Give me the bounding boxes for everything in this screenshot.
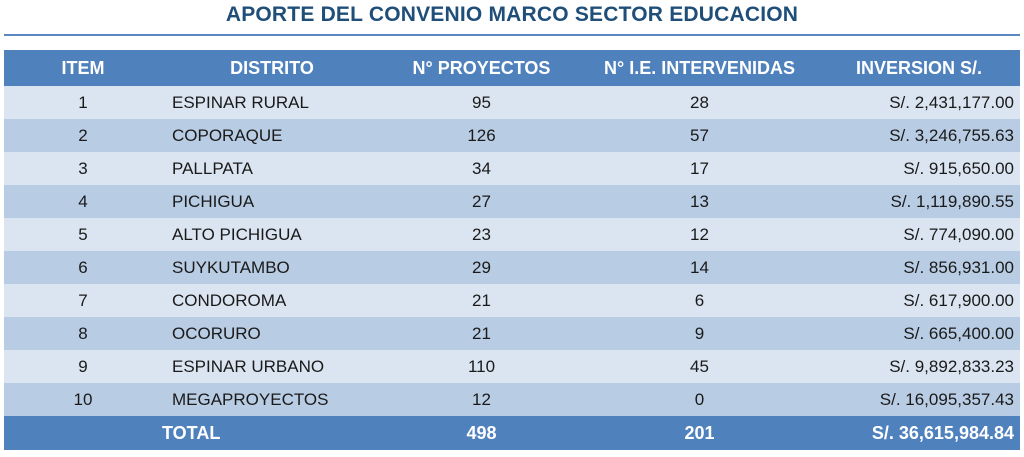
cell-proyectos: 21 [382,317,581,350]
cell-proyectos: 110 [382,350,581,383]
cell-ie: 17 [581,152,818,185]
cell-distrito: MEGAPROYECTOS [162,383,382,416]
table-row: 8 OCORURO 21 9 S/. 665,400.00 [4,317,1020,350]
table-row: 6 SUYKUTAMBO 29 14 S/. 856,931.00 [4,251,1020,284]
cell-proyectos: 95 [382,86,581,119]
cell-inversion: S/. 3,246,755.63 [818,119,1020,152]
cell-inversion: S/. 774,090.00 [818,218,1020,251]
cell-distrito: PALLPATA [162,152,382,185]
header-proyectos: N° PROYECTOS [382,50,581,86]
cell-ie: 45 [581,350,818,383]
education-investment-table: ITEM DISTRITO N° PROYECTOS N° I.E. INTER… [4,50,1020,450]
cell-ie: 6 [581,284,818,317]
cell-distrito: ESPINAR URBANO [162,350,382,383]
cell-ie: 14 [581,251,818,284]
cell-item: 9 [4,350,162,383]
cell-inversion: S/. 856,931.00 [818,251,1020,284]
table-row: 3 PALLPATA 34 17 S/. 915,650.00 [4,152,1020,185]
cell-inversion: S/. 2,431,177.00 [818,86,1020,119]
cell-distrito: ESPINAR RURAL [162,86,382,119]
cell-item: 10 [4,383,162,416]
table-row: 7 CONDOROMA 21 6 S/. 617,900.00 [4,284,1020,317]
cell-inversion: S/. 915,650.00 [818,152,1020,185]
cell-proyectos: 21 [382,284,581,317]
cell-proyectos: 34 [382,152,581,185]
table-row: 5 ALTO PICHIGUA 23 12 S/. 774,090.00 [4,218,1020,251]
cell-item: 5 [4,218,162,251]
cell-ie: 9 [581,317,818,350]
table-row: 2 COPORAQUE 126 57 S/. 3,246,755.63 [4,119,1020,152]
header-item: ITEM [4,50,162,86]
header-row: ITEM DISTRITO N° PROYECTOS N° I.E. INTER… [4,50,1020,86]
cell-distrito: CONDOROMA [162,284,382,317]
header-ie-intervenidas: N° I.E. INTERVENIDAS [581,50,818,86]
cell-distrito: PICHIGUA [162,185,382,218]
cell-item: 1 [4,86,162,119]
cell-ie: 57 [581,119,818,152]
cell-ie: 12 [581,218,818,251]
table-row: 10 MEGAPROYECTOS 12 0 S/. 16,095,357.43 [4,383,1020,416]
page-title: APORTE DEL CONVENIO MARCO SECTOR EDUCACI… [225,3,799,26]
cell-proyectos: 126 [382,119,581,152]
cell-inversion: S/. 617,900.00 [818,284,1020,317]
total-label: TOTAL [162,416,382,450]
table-row: 9 ESPINAR URBANO 110 45 S/. 9,892,833.23 [4,350,1020,383]
header-distrito: DISTRITO [162,50,382,86]
cell-proyectos: 12 [382,383,581,416]
cell-distrito: SUYKUTAMBO [162,251,382,284]
cell-distrito: OCORURO [162,317,382,350]
cell-item: 7 [4,284,162,317]
cell-distrito: ALTO PICHIGUA [162,218,382,251]
cell-item: 2 [4,119,162,152]
total-proyectos: 498 [382,416,581,450]
cell-inversion: S/. 665,400.00 [818,317,1020,350]
total-row: TOTAL 498 201 S/. 36,615,984.84 [4,416,1020,450]
total-empty-cell [4,416,162,450]
cell-proyectos: 29 [382,251,581,284]
table-row: 4 PICHIGUA 27 13 S/. 1,119,890.55 [4,185,1020,218]
table-row: 1 ESPINAR RURAL 95 28 S/. 2,431,177.00 [4,86,1020,119]
cell-inversion: S/. 16,095,357.43 [818,383,1020,416]
cell-item: 4 [4,185,162,218]
cell-proyectos: 23 [382,218,581,251]
total-ie: 201 [581,416,818,450]
header-inversion: INVERSION S/. [818,50,1020,86]
title-divider [4,34,1020,36]
cell-ie: 0 [581,383,818,416]
cell-ie: 13 [581,185,818,218]
cell-distrito: COPORAQUE [162,119,382,152]
cell-proyectos: 27 [382,185,581,218]
cell-inversion: S/. 1,119,890.55 [818,185,1020,218]
total-inversion: S/. 36,615,984.84 [818,416,1020,450]
cell-inversion: S/. 9,892,833.23 [818,350,1020,383]
cell-item: 6 [4,251,162,284]
cell-item: 3 [4,152,162,185]
cell-ie: 28 [581,86,818,119]
cell-item: 8 [4,317,162,350]
